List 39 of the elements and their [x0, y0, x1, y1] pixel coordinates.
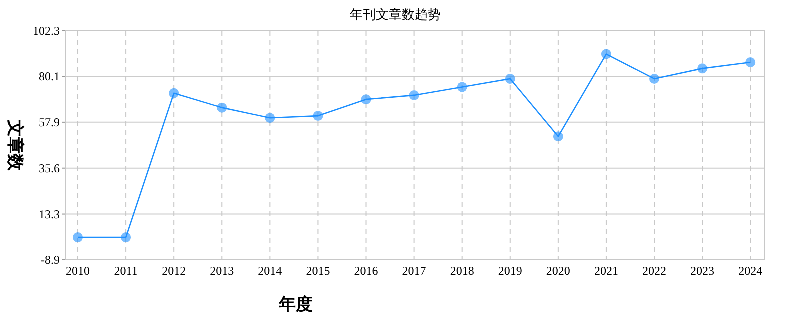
- point: [601, 49, 612, 60]
- ytick: -8.9: [41, 253, 60, 267]
- xtick: 2010: [66, 264, 90, 278]
- xtick: 2022: [642, 264, 666, 278]
- point: [650, 74, 660, 84]
- point: [553, 132, 564, 142]
- xtick: 2020: [546, 264, 570, 278]
- point: [169, 88, 180, 98]
- xtick: 2012: [162, 264, 186, 278]
- ytick: 57.9: [39, 115, 60, 130]
- ytick: 102.3: [33, 24, 60, 38]
- point: [265, 113, 276, 124]
- xtick: 2019: [498, 264, 522, 278]
- point: [409, 90, 420, 100]
- point: [505, 74, 516, 84]
- point: [121, 232, 132, 243]
- point: [457, 82, 468, 92]
- xtick: 2024: [738, 264, 763, 278]
- point: [313, 111, 324, 122]
- xtick: 2015: [306, 264, 330, 278]
- xtick: 2018: [450, 264, 474, 278]
- ytick: 35.6: [39, 161, 60, 176]
- point: [217, 102, 228, 113]
- xtick: 2016: [354, 264, 378, 278]
- xtick: 2013: [210, 264, 234, 278]
- xlabel: 年度: [279, 295, 313, 314]
- ylabel: 文章数: [6, 120, 25, 171]
- title: 年刊文章数趋势: [350, 7, 441, 22]
- xtick: 2023: [690, 264, 715, 278]
- ytick: 13.3: [39, 207, 60, 222]
- point: [746, 58, 756, 68]
- point: [73, 232, 84, 243]
- point: [361, 94, 372, 105]
- xtick: 2017: [402, 264, 426, 278]
- point: [698, 64, 708, 74]
- ytick: 80.1: [39, 70, 60, 84]
- xtick: 2014: [258, 264, 282, 278]
- xtick: 2011: [114, 264, 138, 278]
- xtick: 2021: [594, 264, 618, 278]
